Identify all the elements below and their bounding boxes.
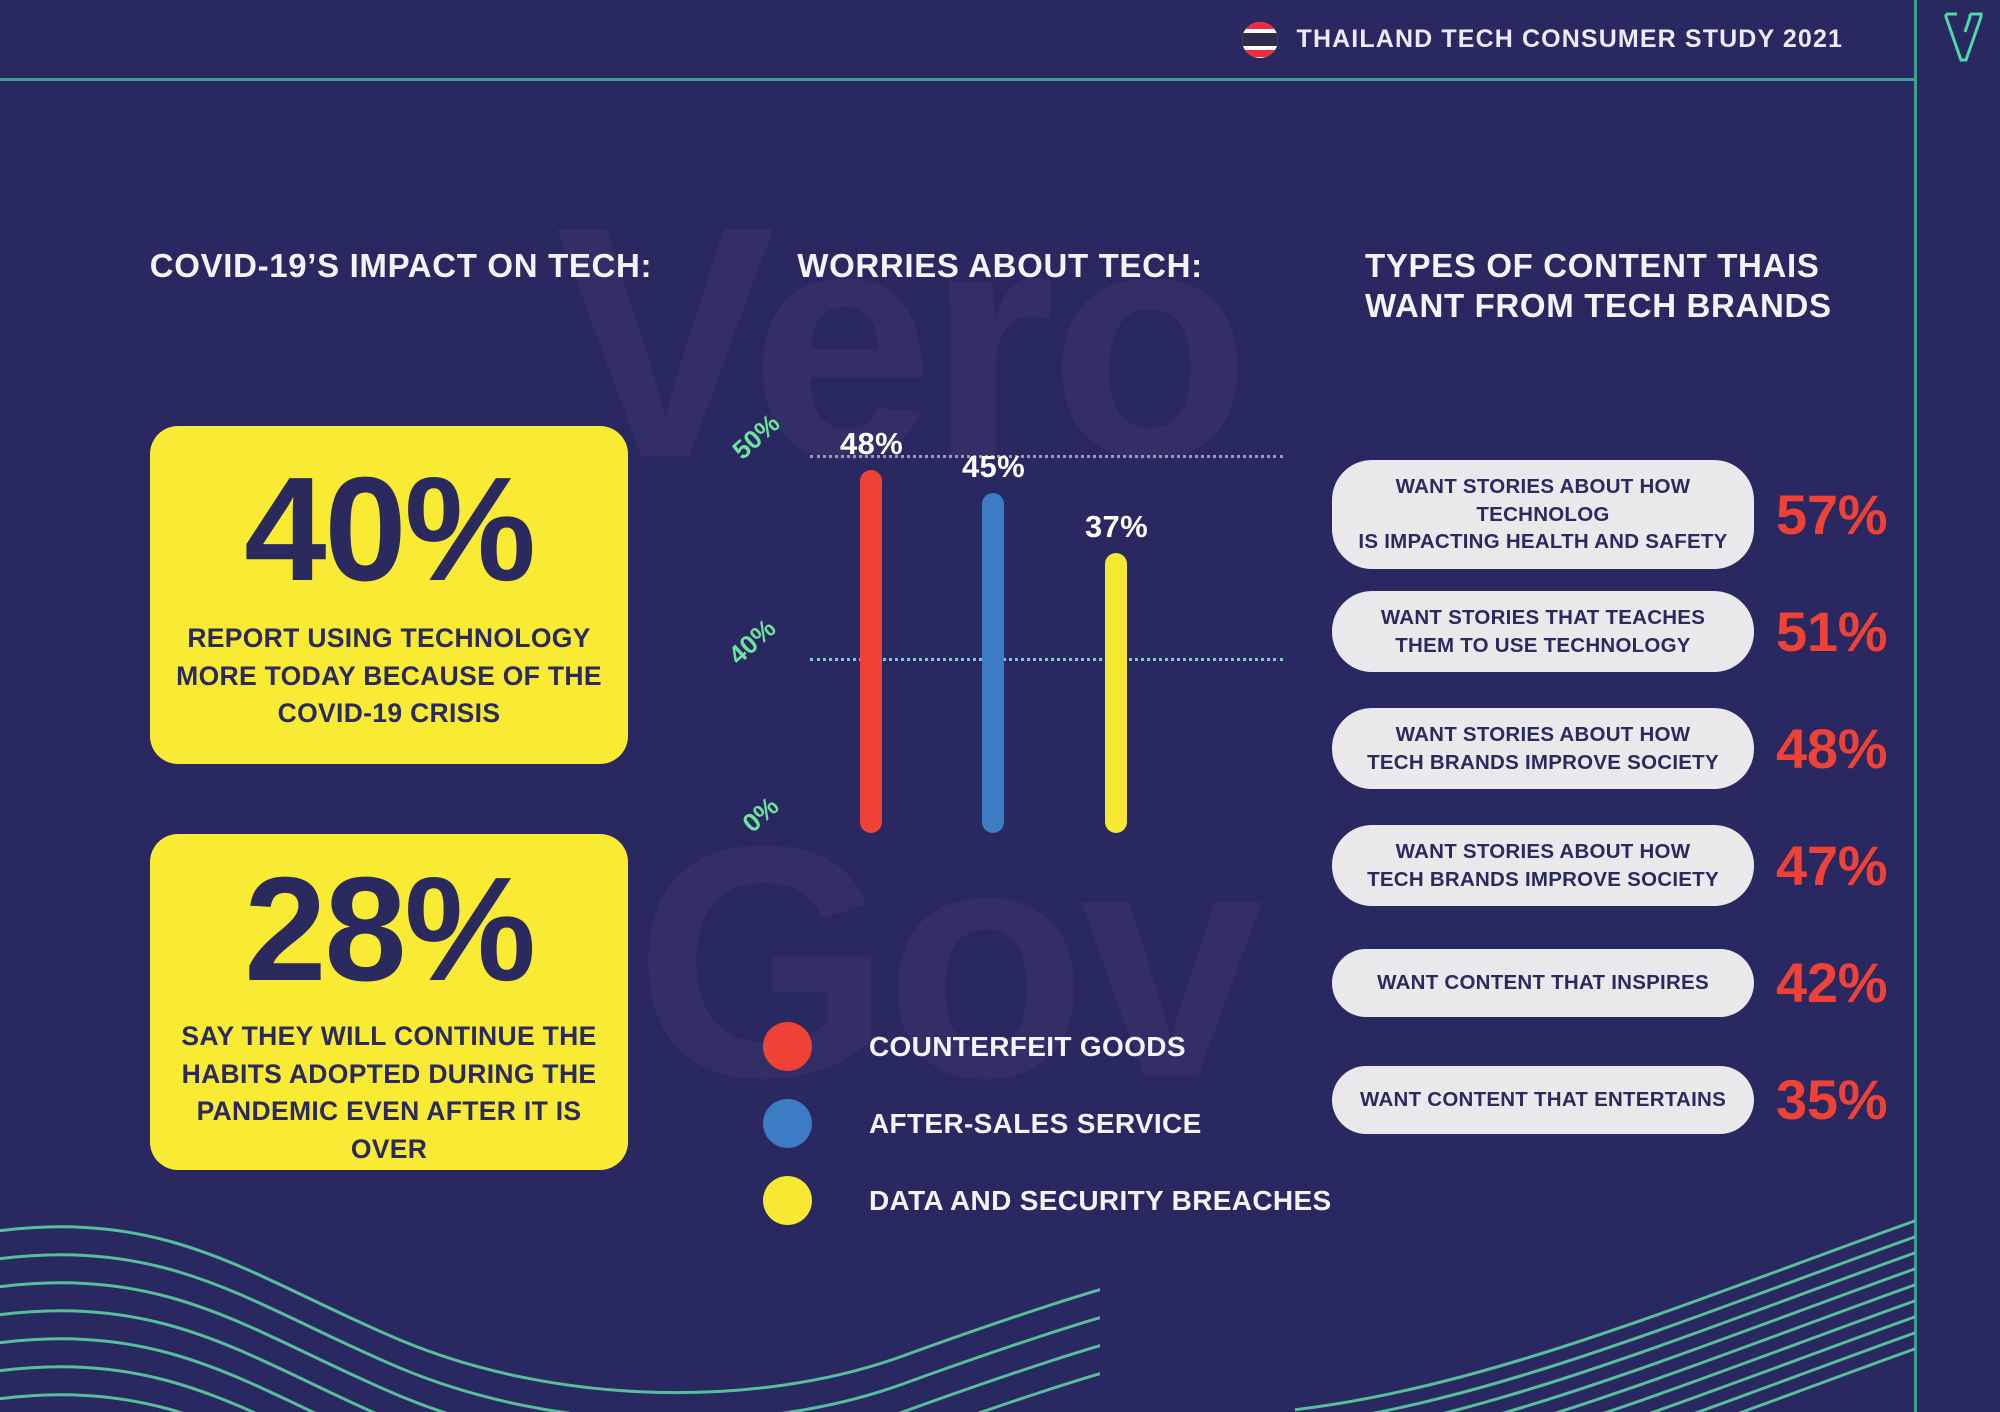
bar-2 (982, 492, 1004, 833)
legend-color-swatch-icon (763, 1176, 812, 1225)
content-type-label: WANT STORIES THAT TEACHES THEM TO USE TEC… (1381, 604, 1705, 659)
vero-v-logo (1944, 12, 1983, 62)
content-type-label: WANT STORIES ABOUT HOW TECHNOLOG IS IMPAC… (1354, 473, 1732, 556)
content-type-pill[interactable]: WANT CONTENT THAT ENTERTAINS (1332, 1065, 1754, 1134)
gridline-50 (810, 455, 1283, 458)
content-type-label-line2: THEM TO USE TECHNOLOGY (1395, 633, 1691, 657)
content-type-label-line1: WANT STORIES THAT TEACHES (1380, 605, 1706, 629)
content-type-label-line2: TECH BRANDS IMPROVE SOCIETY (1367, 750, 1719, 774)
content-type-row[interactable]: WANT STORIES ABOUT HOW TECH BRANDS IMPROV… (1332, 807, 1888, 924)
gridline-40 (810, 658, 1283, 661)
bar-value-label-1: 48% (840, 426, 903, 462)
thailand-flag-icon (1241, 21, 1278, 58)
header-divider (0, 78, 1915, 81)
page-title-content-types: TYPES OF CONTENT THAIS WANT FROM TECH BR… (1365, 246, 1865, 327)
worries-bar-chart: 50% 40% 0% 48% 45% 37% (722, 408, 1295, 940)
y-axis-tick-0: 0% (736, 790, 785, 839)
legend-item-label: DATA AND SECURITY BREACHES (869, 1184, 1332, 1216)
content-type-row[interactable]: WANT STORIES ABOUT HOW TECH BRANDS IMPROV… (1332, 690, 1888, 807)
content-type-label-line1: WANT STORIES ABOUT HOW (1395, 839, 1691, 863)
content-type-row[interactable]: WANT STORIES ABOUT HOW TECHNOLOG IS IMPAC… (1332, 456, 1888, 573)
content-type-pill[interactable]: WANT STORIES ABOUT HOW TECH BRANDS IMPROV… (1332, 824, 1754, 907)
header-title: THAILAND TECH CONSUMER STUDY 2021 (1296, 25, 1843, 53)
page-title-covid-impact: COVID-19’S IMPACT ON TECH: (149, 247, 653, 284)
stat-value: 28% (244, 847, 536, 1012)
right-border-rule (1914, 0, 1917, 1412)
wave-decoration-right (1295, 1219, 1915, 1412)
bar-3 (1105, 553, 1127, 833)
content-type-percent: 35% (1776, 1067, 1888, 1131)
content-type-label-line1: WANT CONTENT THAT INSPIRES (1377, 970, 1709, 994)
content-type-percent: 51% (1776, 599, 1888, 663)
content-type-row[interactable]: WANT STORIES THAT TEACHES THEM TO USE TEC… (1332, 573, 1888, 690)
legend-item[interactable]: COUNTERFEIT GOODS (763, 1008, 1331, 1085)
content-types-list: WANT STORIES ABOUT HOW TECHNOLOG IS IMPAC… (1332, 456, 1888, 1158)
legend-item-label: AFTER-SALES SERVICE (869, 1107, 1202, 1139)
content-type-label-line2: TECH BRANDS IMPROVE SOCIETY (1367, 867, 1719, 891)
content-type-percent: 48% (1776, 716, 1888, 780)
content-type-label: WANT CONTENT THAT ENTERTAINS (1360, 1086, 1726, 1114)
content-type-label-line1: WANT STORIES ABOUT HOW (1395, 722, 1691, 746)
stat-caption: REPORT USING TECHNOLOGY MORE TODAY BECAU… (176, 623, 602, 729)
content-type-label: WANT CONTENT THAT INSPIRES (1377, 969, 1709, 997)
content-type-label: WANT STORIES ABOUT HOW TECH BRANDS IMPROV… (1367, 838, 1719, 893)
page-title-worries: WORRIES ABOUT TECH: (797, 247, 1203, 284)
content-type-label-line2: IS IMPACTING HEALTH AND SAFETY (1358, 530, 1728, 554)
legend-color-swatch-icon (763, 1099, 812, 1148)
content-type-label-line1: WANT STORIES ABOUT HOW TECHNOLOG (1395, 474, 1691, 526)
bar-1 (860, 470, 882, 833)
chart-legend: COUNTERFEIT GOODS AFTER-SALES SERVICE DATA… (763, 1008, 1331, 1239)
stat-value: 40% (244, 447, 536, 612)
y-axis-tick-40: 40% (722, 612, 782, 671)
wave-decoration-left (0, 1225, 1100, 1412)
bar-value-label-2: 45% (962, 448, 1025, 484)
bar-value-label-3: 37% (1085, 509, 1148, 545)
content-types-heading-line2: WANT FROM TECH BRANDS (1365, 287, 1832, 325)
content-type-percent: 57% (1776, 482, 1888, 546)
legend-item[interactable]: DATA AND SECURITY BREACHES (763, 1162, 1331, 1239)
content-type-percent: 42% (1776, 950, 1888, 1014)
content-types-heading-line1: TYPES OF CONTENT THAIS (1365, 247, 1820, 284)
legend-item-label: COUNTERFEIT GOODS (869, 1030, 1186, 1062)
content-type-pill[interactable]: WANT CONTENT THAT INSPIRES (1332, 948, 1754, 1017)
header-bar: THAILAND TECH CONSUMER STUDY 2021 (0, 0, 1915, 79)
legend-color-swatch-icon (763, 1022, 812, 1071)
legend-item[interactable]: AFTER-SALES SERVICE (763, 1085, 1331, 1162)
content-type-percent: 47% (1776, 833, 1888, 897)
content-type-pill[interactable]: WANT STORIES ABOUT HOW TECH BRANDS IMPROV… (1332, 707, 1754, 790)
y-axis-tick-50: 50% (726, 407, 786, 466)
content-type-pill[interactable]: WANT STORIES ABOUT HOW TECHNOLOG IS IMPAC… (1332, 459, 1754, 569)
content-type-row[interactable]: WANT CONTENT THAT ENTERTAINS 35% (1332, 1041, 1888, 1158)
stat-caption: SAY THEY WILL CONTINUE THE HABITS ADOPTE… (181, 1021, 597, 1164)
content-type-label-line1: WANT CONTENT THAT ENTERTAINS (1360, 1087, 1726, 1111)
content-type-pill[interactable]: WANT STORIES THAT TEACHES THEM TO USE TEC… (1332, 590, 1754, 673)
stat-card-28: 28% SAY THEY WILL CONTINUE THE HABITS AD… (150, 834, 628, 1170)
content-type-label: WANT STORIES ABOUT HOW TECH BRANDS IMPROV… (1367, 721, 1719, 776)
content-type-row[interactable]: WANT CONTENT THAT INSPIRES 42% (1332, 924, 1888, 1041)
stat-card-40: 40% REPORT USING TECHNOLOGY MORE TODAY B… (150, 426, 628, 764)
